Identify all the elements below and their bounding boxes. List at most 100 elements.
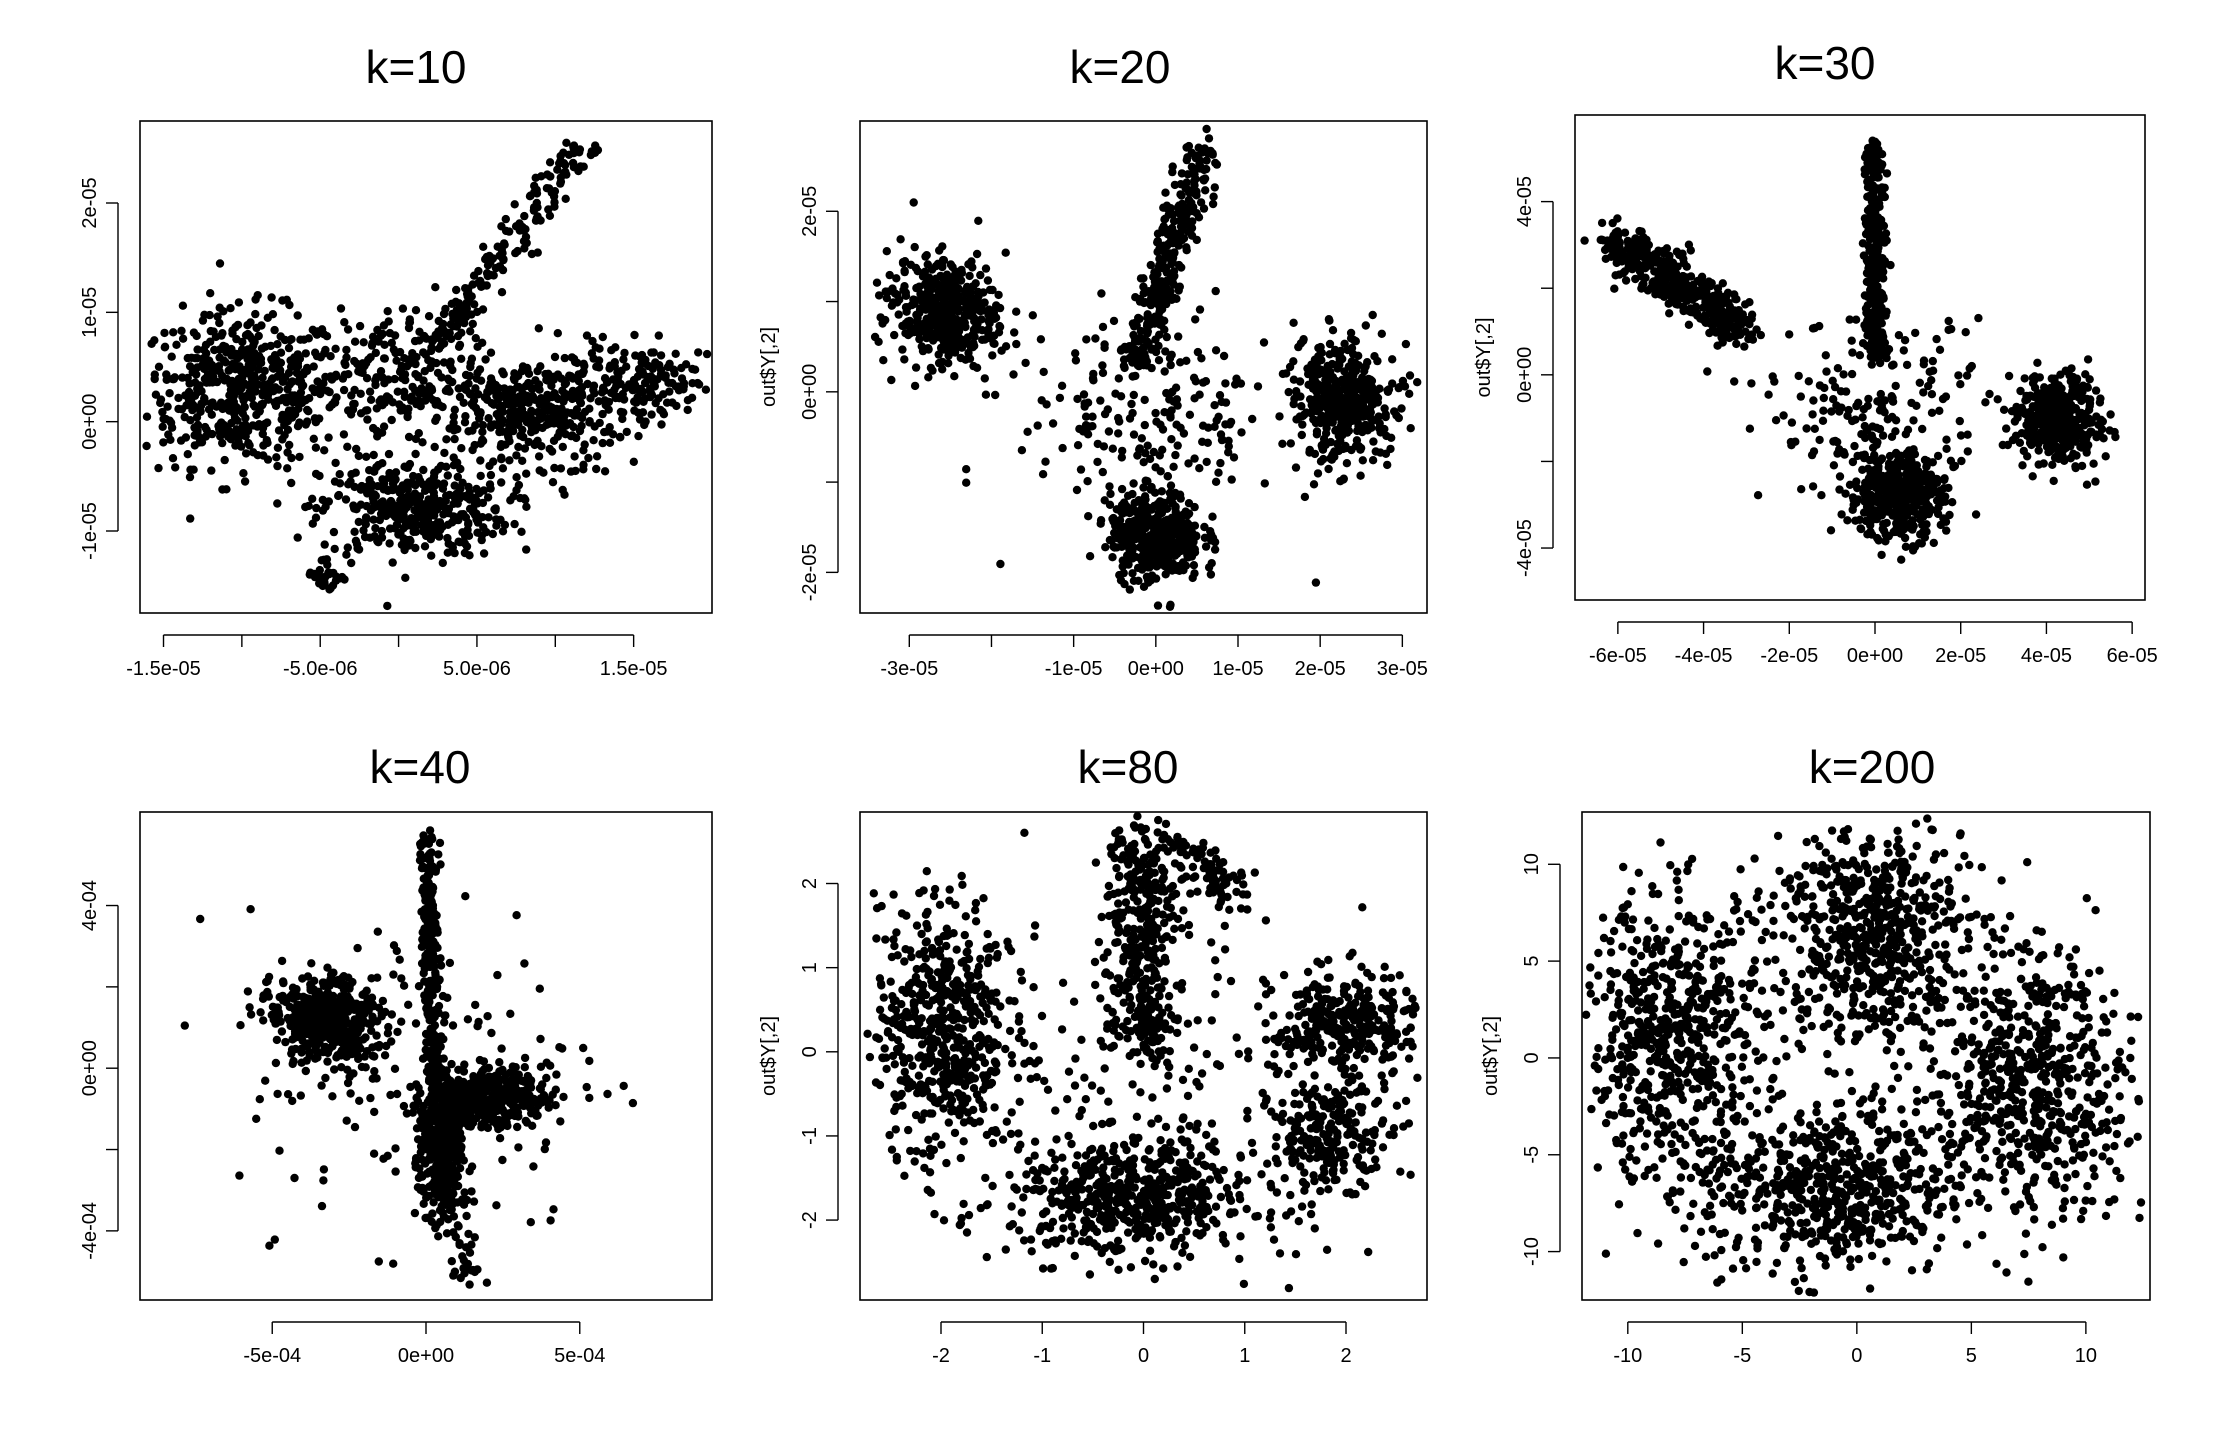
scatter-point: [321, 572, 330, 581]
scatter-point: [1167, 513, 1177, 522]
scatter-point: [1216, 458, 1225, 468]
scatter-point: [657, 371, 666, 381]
scatter-point: [630, 406, 639, 415]
scatter-point: [1899, 346, 1909, 355]
scatter-point: [1847, 369, 1857, 379]
scatter-point: [1201, 186, 1210, 195]
scatter-point: [579, 460, 588, 469]
scatter-point: [677, 374, 687, 383]
scatter-point: [580, 440, 589, 449]
scatter-point: [1168, 544, 1177, 553]
scatter-point: [1174, 332, 1183, 341]
scatter-point: [545, 158, 555, 167]
scatter-point: [419, 465, 428, 475]
scatter-point: [2105, 426, 2114, 435]
scatter-point: [1190, 502, 1199, 512]
scatter-point: [419, 376, 428, 385]
scatter-point: [983, 328, 993, 337]
scatter-point: [1111, 389, 1120, 398]
scatter-point: [1297, 430, 1307, 440]
scatter-point: [995, 303, 1005, 313]
scatter-point: [185, 379, 194, 388]
scatter-point: [218, 438, 227, 448]
scatter-point: [383, 307, 392, 316]
scatter-point: [245, 332, 255, 341]
scatter-point: [354, 451, 363, 461]
scatter-point: [1188, 573, 1197, 583]
scatter-point: [1210, 183, 1220, 192]
scatter-point: [1323, 376, 1333, 385]
scatter-point: [983, 276, 993, 285]
scatter-point: [1036, 335, 1046, 344]
scatter-point: [424, 312, 434, 321]
scatter-point: [1690, 293, 1700, 302]
scatter-point: [1187, 528, 1197, 537]
scatter-point: [459, 398, 468, 407]
scatter-point: [450, 434, 459, 444]
scatter-point: [1922, 527, 1931, 536]
scatter-point: [995, 321, 1004, 331]
scatter-point: [927, 284, 936, 294]
scatter-point: [931, 320, 940, 329]
scatter-point: [241, 449, 251, 458]
scatter-point: [924, 373, 933, 382]
scatter-point: [500, 520, 510, 530]
scatter-point: [486, 379, 495, 388]
scatter-point: [2023, 452, 2032, 461]
scatter-point: [1361, 321, 1371, 330]
scatter-point: [293, 311, 302, 320]
scatter-point: [558, 442, 567, 452]
scatter-point: [470, 300, 479, 309]
scatter-point: [1140, 521, 1149, 530]
scatter-point: [388, 558, 397, 567]
scatter-point: [515, 219, 524, 228]
scatter-point: [898, 345, 907, 354]
scatter-point: [1071, 356, 1081, 365]
scatter-point: [419, 480, 428, 489]
scatter-point: [651, 398, 660, 408]
scatter-point: [1835, 445, 1844, 454]
scatter-point: [449, 499, 458, 508]
scatter-point: [1133, 360, 1142, 370]
scatter-point: [969, 361, 978, 371]
scatter-point: [1336, 477, 1345, 486]
scatter-point: [485, 251, 494, 261]
scatter-point: [387, 485, 397, 494]
scatter-point: [981, 264, 991, 273]
scatter-point: [346, 410, 356, 419]
scatter-point: [497, 478, 506, 487]
panel-title-k40: k=40: [369, 741, 471, 793]
x-tick-label: -3e-05: [880, 658, 938, 680]
scatter-point: [178, 373, 187, 382]
scatter-point: [392, 356, 401, 365]
scatter-point: [245, 388, 254, 397]
scatter-point: [1906, 479, 1915, 489]
scatter-point: [274, 426, 284, 435]
scatter-point: [598, 438, 607, 448]
scatter-point: [220, 376, 229, 385]
scatter-point: [1682, 262, 1692, 271]
scatter-point: [976, 299, 986, 308]
scatter-point: [229, 397, 238, 407]
scatter-point: [477, 282, 486, 291]
scatter-point: [1109, 542, 1118, 551]
scatter-point: [550, 463, 559, 473]
scatter-point: [1219, 351, 1229, 361]
scatter-point: [450, 405, 459, 414]
scatter-point: [331, 344, 340, 353]
scatter-point: [1192, 209, 1201, 218]
scatter-point: [1179, 429, 1189, 438]
scatter-point: [472, 509, 481, 518]
scatter-point: [1797, 485, 1806, 494]
scatter-point: [287, 406, 297, 415]
scatter-point: [1129, 349, 1139, 359]
scatter-point: [427, 343, 436, 352]
scatter-point: [1405, 389, 1414, 398]
scatter-point: [1867, 530, 1877, 539]
scatter-point: [550, 352, 560, 362]
scatter-point: [616, 407, 626, 417]
scatter-point: [404, 432, 414, 442]
scatter-point: [391, 468, 401, 477]
scatter-point: [1875, 424, 1885, 434]
scatter-point: [1289, 357, 1298, 366]
